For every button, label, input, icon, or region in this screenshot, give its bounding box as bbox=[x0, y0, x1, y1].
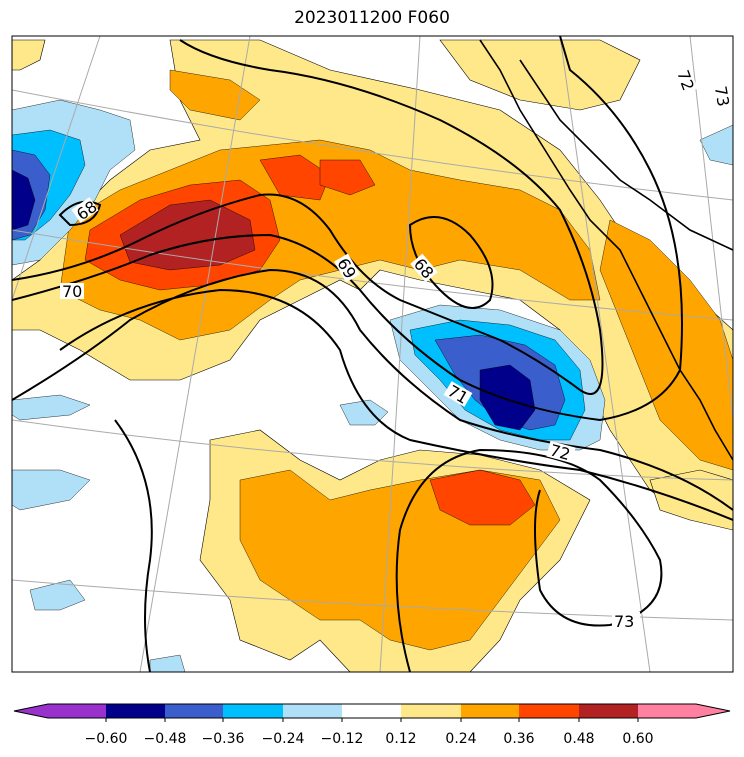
colorbar-tick-label: −0.60 bbox=[85, 731, 128, 747]
colorbar-seg-2 bbox=[106, 704, 165, 718]
map-panel: 68 70 69 68 71 72 73 72 73 bbox=[11, 35, 734, 673]
colorbar-seg-11 bbox=[638, 704, 696, 718]
colorbar-segments bbox=[14, 704, 730, 718]
height-contours bbox=[12, 36, 733, 672]
map-frame bbox=[11, 35, 734, 673]
graticule-lines bbox=[12, 36, 733, 672]
colorbar-extend-low bbox=[14, 704, 48, 718]
colorbar-tick-label: 0.12 bbox=[385, 731, 416, 747]
colorbar-seg-5 bbox=[283, 704, 342, 718]
coastline bbox=[479, 39, 733, 461]
field-neg-048 bbox=[12, 169, 536, 431]
contour-label-70: 70 bbox=[62, 282, 82, 301]
colorbar-outline bbox=[13, 703, 731, 719]
colorbar-tick-label: −0.36 bbox=[202, 731, 245, 747]
colorbar-tick-label: 0.24 bbox=[445, 731, 476, 747]
colorbar-tick-label: −0.12 bbox=[321, 731, 364, 747]
colorbar-tick-label: 0.48 bbox=[563, 731, 594, 747]
contour-label-72-center: 72 bbox=[548, 440, 573, 464]
colorbar-extend-high bbox=[696, 704, 730, 718]
colorbar-tick-labels: −0.60 −0.48 −0.36 −0.24 −0.12 0.12 0.24 … bbox=[85, 731, 654, 747]
colorbar-seg-3 bbox=[165, 704, 223, 718]
map-title: 2023011200 F060 bbox=[294, 8, 450, 28]
colorbar-seg-8 bbox=[461, 704, 519, 718]
colorbar-tick-marks bbox=[105, 718, 639, 722]
colorbar-seg-9 bbox=[519, 704, 579, 718]
colorbar-tick-label: −0.48 bbox=[144, 731, 187, 747]
colorbar-seg-1 bbox=[48, 704, 107, 718]
contour-label-73-northeast: 73 bbox=[711, 85, 733, 108]
colorbar-tick-label: 0.60 bbox=[622, 731, 653, 747]
colorbar-tick-label: −0.24 bbox=[262, 731, 305, 747]
colorbar-tick-label: 0.36 bbox=[503, 731, 534, 747]
contour-label-73-south: 73 bbox=[614, 612, 634, 631]
colorbar-seg-6 bbox=[342, 704, 401, 718]
colorbar-seg-4 bbox=[223, 704, 283, 718]
colorbar-seg-7 bbox=[401, 704, 461, 718]
colorbar-seg-10 bbox=[579, 704, 638, 718]
